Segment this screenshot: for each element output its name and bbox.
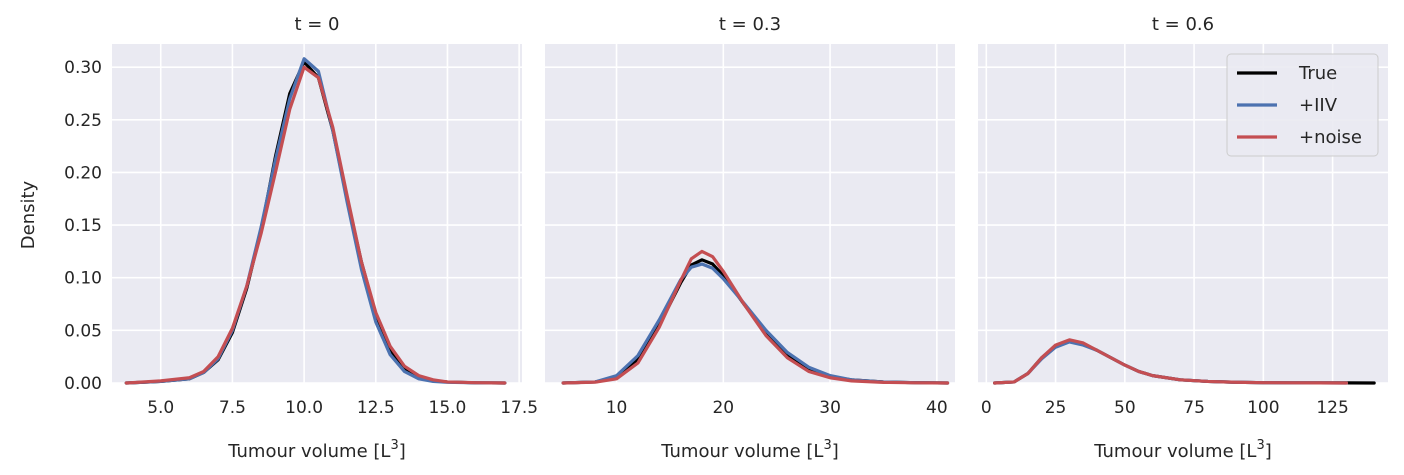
y-axis-label: Density (18, 180, 39, 249)
x-axis-label-superscript: 3 (823, 438, 831, 453)
x-tick-label: 10.0 (285, 398, 323, 418)
x-tick-label: 30 (819, 398, 841, 418)
x-tick-label: 0 (981, 398, 992, 418)
x-axis-label-end: ] (1265, 441, 1272, 462)
x-axis-label: Tumour volume [L3] (227, 438, 406, 462)
x-tick-label: 17.5 (500, 398, 538, 418)
x-tick-label: 20 (712, 398, 734, 418)
series-line-noise (561, 249, 950, 385)
series-line-noise (124, 65, 507, 385)
x-axis-label-main: Tumour volume [L (227, 441, 390, 462)
x-tick-label: 5.0 (147, 398, 174, 418)
x-tick-label: 40 (926, 398, 948, 418)
y-tick-label: 0.10 (64, 269, 102, 289)
y-tick-label: 0.30 (64, 58, 102, 78)
x-tick-label: 10 (606, 398, 628, 418)
legend-frame (1226, 53, 1379, 157)
legend-label: +noise (1299, 127, 1362, 148)
x-axis-label-main: Tumour volume [L (1093, 441, 1256, 462)
x-axis-label-superscript: 3 (390, 438, 398, 453)
y-tick-label: 0.15 (64, 216, 102, 236)
series-line-noise (993, 338, 1349, 385)
x-tick-label: 15.0 (429, 398, 467, 418)
x-tick-label: 100 (1247, 398, 1279, 418)
panel-title: t = 0 (294, 14, 339, 35)
y-tick-label: 0.05 (64, 321, 102, 341)
y-tick-label: 0.25 (64, 111, 102, 131)
x-tick-label: 7.5 (219, 398, 246, 418)
plot-background (545, 44, 955, 383)
panel-2: 10 20 30 40 t = 0.3 Tumour volume [L3] (545, 14, 955, 462)
x-tick-label: 75 (1183, 398, 1205, 418)
panel-1: 0.00 0.05 0.10 0.15 0.20 0.25 0.30 5.0 7.5 10.0 12… (64, 14, 538, 462)
x-tick-label: 25 (1045, 398, 1067, 418)
legend-label: +IIV (1299, 95, 1338, 116)
legend: True +IIV +noise (1226, 53, 1379, 157)
panel-title: t = 0.6 (1152, 14, 1214, 35)
panels: 0.00 0.05 0.10 0.15 0.20 0.25 0.30 5.0 7.5 10.0 12… (64, 14, 1388, 462)
x-tick-label: 50 (1114, 398, 1136, 418)
x-axis-label-end: ] (832, 441, 839, 462)
y-tick-label: 0.00 (64, 374, 102, 394)
y-tick-label: 0.20 (64, 163, 102, 183)
x-axis-label-main: Tumour volume [L (660, 441, 823, 462)
x-axis-label-superscript: 3 (1256, 438, 1264, 453)
panel-title: t = 0.3 (719, 14, 781, 35)
x-axis-label: Tumour volume [L3] (660, 438, 839, 462)
legend-label: True (1298, 63, 1337, 84)
x-axis-label: Tumour volume [L3] (1093, 438, 1272, 462)
x-tick-label: 125 (1316, 398, 1348, 418)
plot-background (112, 44, 522, 383)
x-axis-label-end: ] (399, 441, 406, 462)
x-tick-label: 12.5 (357, 398, 395, 418)
